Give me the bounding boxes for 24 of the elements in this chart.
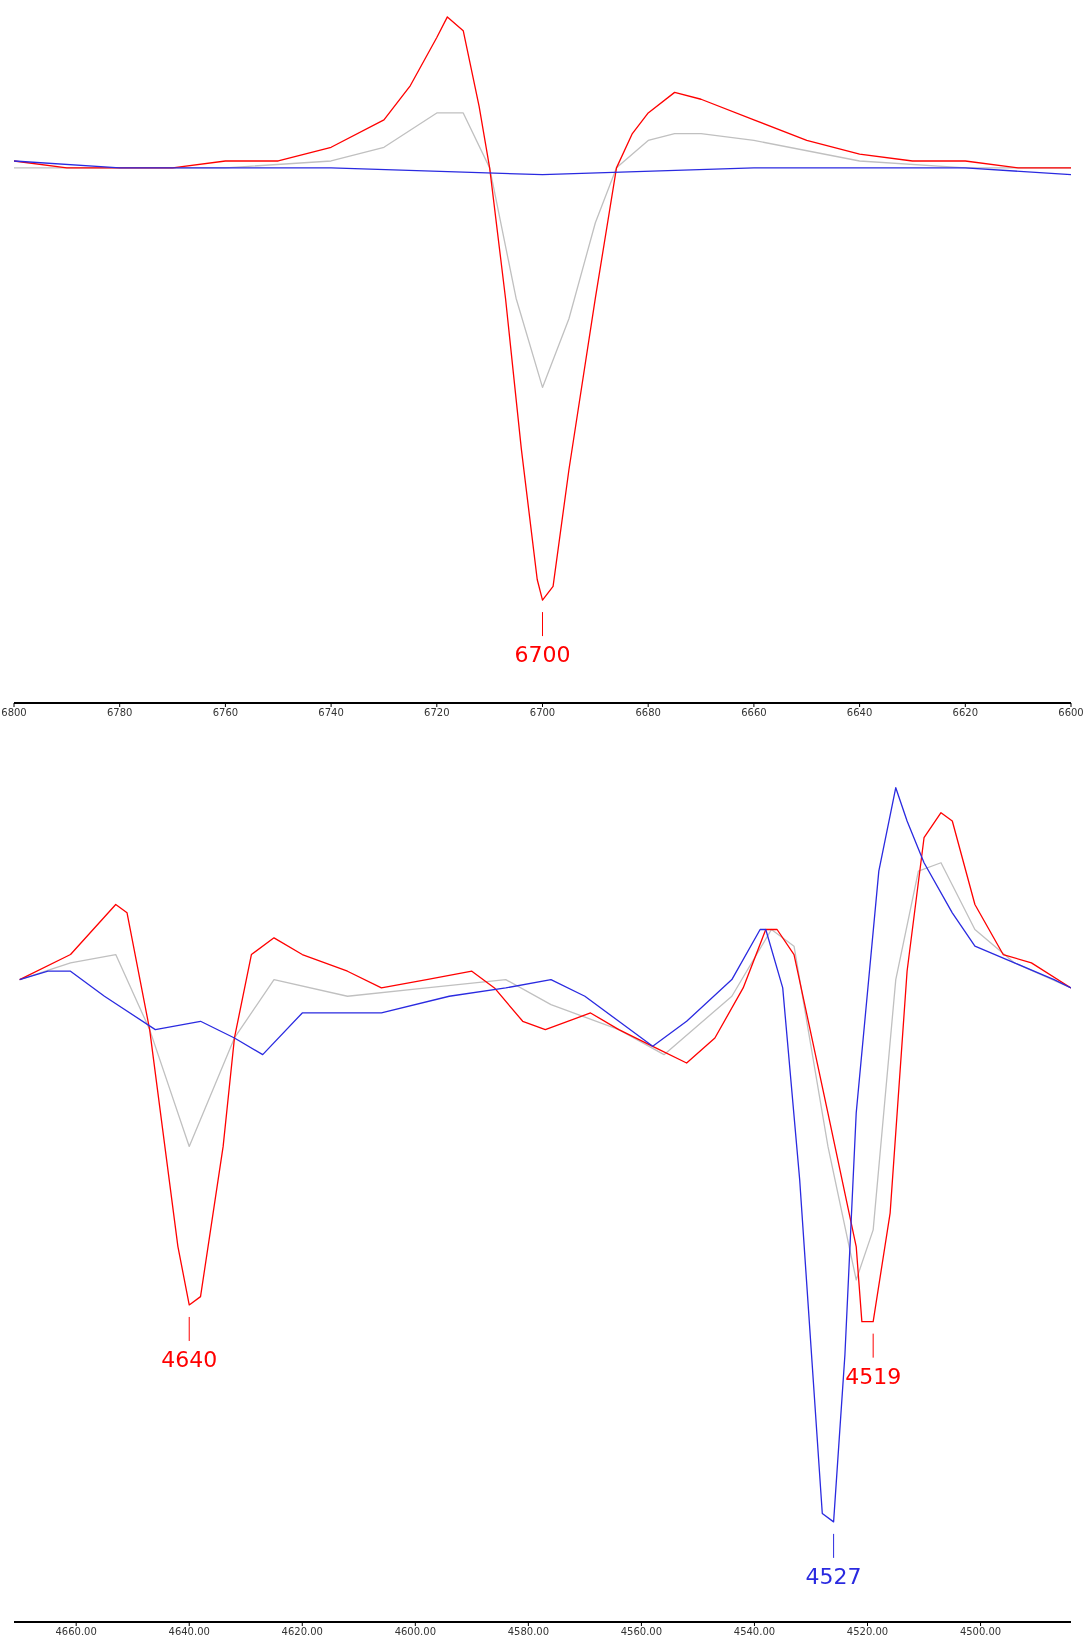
annotation: 4519	[845, 1363, 902, 1389]
x-tick-label: 6760	[212, 707, 239, 719]
x-tick-label: 4660.00	[55, 1626, 97, 1638]
x-tick-label: 6780	[106, 707, 133, 719]
x-tick-label: 4640.00	[168, 1626, 210, 1638]
annotation: 6700	[514, 642, 571, 668]
x-tick-label: 6720	[424, 707, 450, 719]
x-tick-label: 4520.00	[846, 1626, 889, 1638]
x-tick-label: 4620.00	[281, 1626, 323, 1638]
x-tick-label: 6600	[1058, 707, 1084, 719]
x-tick-label: 6700	[529, 707, 556, 719]
x-tick-label: 4580.00	[507, 1626, 550, 1638]
x-tick-label: 4500.00	[959, 1626, 1002, 1638]
x-tick-label: 4560.00	[620, 1626, 663, 1638]
x-tick-label: 6800	[1, 707, 27, 719]
x-tick-label: 6660	[741, 707, 767, 719]
annotation: 4527	[805, 1563, 862, 1589]
annotation: 4640	[161, 1346, 218, 1372]
x-tick-label: 6640	[846, 707, 873, 719]
x-tick-label: 6680	[635, 707, 661, 719]
x-tick-label: 6740	[318, 707, 344, 719]
x-tick-label: 4600.00	[394, 1626, 436, 1638]
x-tick-label: 4540.00	[733, 1626, 776, 1638]
x-tick-label: 6620	[952, 707, 979, 719]
